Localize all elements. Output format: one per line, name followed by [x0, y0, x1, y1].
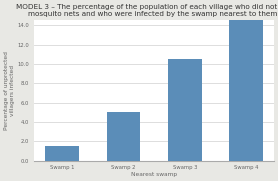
Bar	[229, 20, 263, 161]
X-axis label: Nearest swamp: Nearest swamp	[131, 172, 177, 177]
Y-axis label: Percentage of unprotected
villagers infected: Percentage of unprotected villagers infe…	[4, 51, 15, 130]
Title: MODEL 3 – The percentage of the population of each village who did not use
mosqu: MODEL 3 – The percentage of the populati…	[16, 4, 278, 17]
Bar	[45, 146, 79, 161]
Bar	[168, 59, 202, 161]
Bar	[106, 112, 140, 161]
